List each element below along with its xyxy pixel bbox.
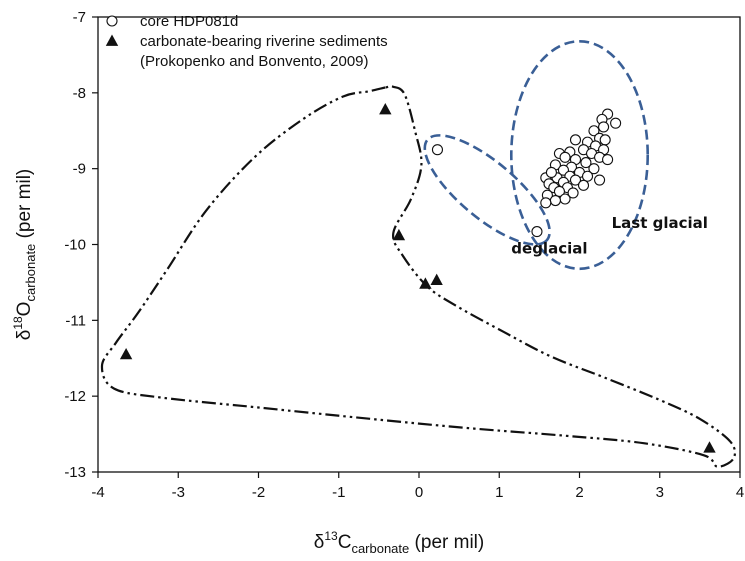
legend: core HDP081d carbonate-bearing riverine s…: [105, 13, 388, 70]
core-data-point: [559, 151, 571, 163]
x-tick-label: 0: [415, 484, 423, 501]
y-tick-label: -10: [64, 237, 86, 254]
core-data-point: [577, 179, 590, 191]
riverine-data-point: [419, 277, 432, 289]
core-data-point: [588, 125, 600, 137]
y-tick-label: -7: [73, 9, 86, 26]
core-data-point: [431, 144, 444, 156]
x-tick-label: 3: [656, 484, 664, 501]
x-tick-label: -1: [332, 484, 345, 501]
legend-entry-label: core HDP081d: [140, 13, 238, 30]
x-axis-ticks: -4 -3 -2 -1 0 1 2 3 4: [91, 472, 744, 501]
core-data-point: [549, 194, 561, 207]
x-axis-title: δ13Ccarbonate (per mil): [314, 529, 484, 556]
riverine-data-point: [430, 273, 443, 285]
legend-entry-label: (Prokopenko and Bonvento, 2009): [140, 53, 369, 70]
envelope-layer: [100, 85, 737, 468]
legend-circle-marker: [106, 15, 118, 27]
core-data-point: [602, 154, 614, 166]
core-data-point: [569, 174, 582, 186]
y-axis-ticks: -7 -8 -9 -10 -11 -12 -13: [64, 9, 98, 481]
riverine-data-point: [119, 348, 133, 360]
core-data-point: [610, 117, 622, 129]
region-labels: deglacial Last glacial: [511, 214, 708, 258]
riverine-envelope: [100, 85, 737, 468]
core-data-point: [598, 121, 610, 133]
core-data-point: [588, 163, 600, 175]
core-data-point: [531, 226, 543, 238]
y-tick-label: -12: [64, 388, 86, 405]
last-glacial-ellipse: [509, 39, 650, 271]
plot-frame: [97, 16, 741, 473]
riverine-data-point: [703, 441, 716, 453]
core-data-point: [559, 193, 571, 205]
x-tick-label: 1: [495, 484, 503, 501]
y-tick-label: -8: [73, 85, 86, 102]
x-tick-label: 2: [575, 484, 583, 501]
y-tick-label: -11: [65, 312, 86, 329]
deglacial-label: deglacial: [511, 240, 587, 258]
core-data-point: [553, 185, 565, 197]
x-tick-label: -2: [252, 484, 265, 501]
core-data-point: [567, 187, 579, 199]
legend-entry-label: carbonate-bearing riverine sediments: [140, 33, 388, 50]
core-data-point: [594, 174, 606, 186]
ellipse-layer: [423, 39, 650, 271]
last-glacial-label: Last glacial: [612, 214, 708, 232]
points-layer: [119, 103, 716, 453]
deglacial-ellipse: [423, 134, 551, 246]
riverine-data-point: [392, 228, 406, 241]
legend-triangle-marker: [105, 34, 119, 46]
x-tick-label: -4: [91, 484, 104, 501]
core-data-point: [599, 134, 611, 146]
y-tick-label: -13: [64, 464, 86, 481]
x-tick-label: -3: [172, 484, 185, 501]
y-tick-label: -9: [73, 161, 86, 178]
core-data-point: [545, 166, 557, 179]
y-axis-title: δ18Ocarbonate (per mil): [11, 169, 38, 341]
core-data-point: [580, 157, 592, 169]
core-data-point: [581, 170, 594, 182]
core-data-point: [569, 134, 582, 146]
riverine-data-point: [379, 103, 392, 115]
x-tick-label: 4: [736, 484, 744, 501]
core-data-point: [540, 197, 552, 209]
